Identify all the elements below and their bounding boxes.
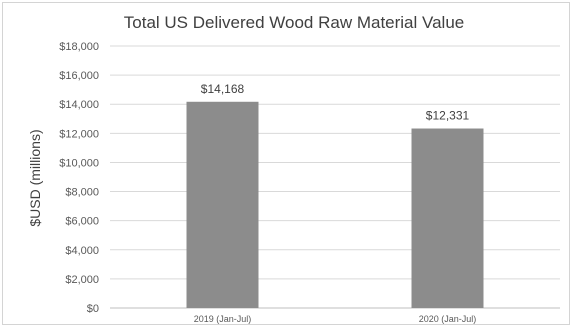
y-tick-label: $12,000 xyxy=(59,128,99,140)
y-tick-label: $6,000 xyxy=(65,216,99,228)
bars: $14,168 $12,331 xyxy=(186,82,484,308)
y-axis-ticks: $0 $2,000 $4,000 $6,000 $8,000 $10,000 $12,000… xyxy=(59,41,99,315)
chart-title: Total US Delivered Wood Raw Material Val… xyxy=(124,13,464,32)
y-tick-label: $16,000 xyxy=(59,70,99,82)
bar xyxy=(186,101,259,308)
y-tick-label: $2,000 xyxy=(65,274,99,286)
x-tick-label: 2019 (Jan-Jul) xyxy=(194,314,252,324)
y-tick-label: $8,000 xyxy=(65,187,99,199)
y-tick-label: $18,000 xyxy=(59,41,99,53)
y-tick-label: $10,000 xyxy=(59,157,99,169)
data-label: $12,331 xyxy=(426,109,470,123)
bar xyxy=(411,128,484,308)
x-tick-label: 2020 (Jan-Jul) xyxy=(419,314,477,324)
gridlines xyxy=(110,45,560,309)
y-tick-label: $4,000 xyxy=(65,245,99,257)
y-tick-label: $0 xyxy=(87,303,99,315)
data-label: $14,168 xyxy=(201,82,245,96)
y-axis-label: $USD (millions) xyxy=(27,129,43,226)
x-axis-ticks: 2019 (Jan-Jul) 2020 (Jan-Jul) xyxy=(194,314,477,324)
y-tick-label: $14,000 xyxy=(59,99,99,111)
